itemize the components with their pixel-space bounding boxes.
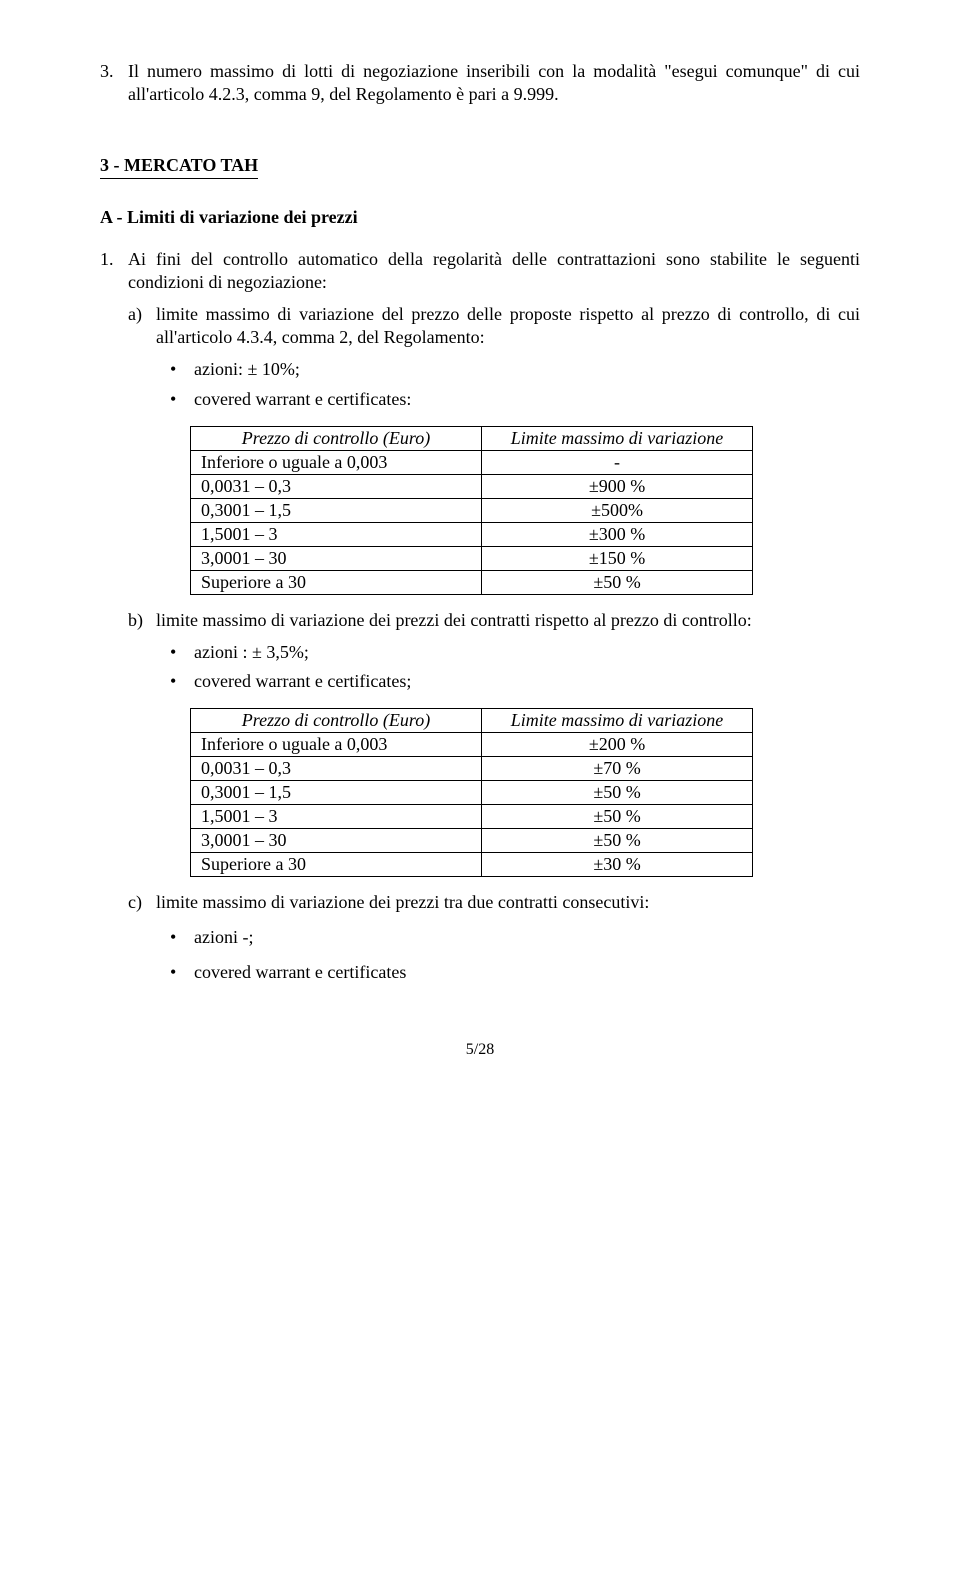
table-row: Superiore a 30±50 % (191, 570, 753, 594)
paragraph-3: 3. Il numero massimo di lotti di negozia… (100, 60, 860, 107)
table-cell: - (482, 450, 753, 474)
table-2-col1-header: Prezzo di controllo (Euro) (191, 709, 482, 733)
sub-a-bullets: •azioni: ± 10%; •covered warrant e certi… (170, 357, 860, 411)
sub-a-bullet-2: covered warrant e certificates: (194, 387, 411, 412)
page-footer: 5/28 (100, 1041, 860, 1059)
section-3-title: 3 - MERCATO TAH (100, 155, 258, 179)
sub-item-a-text: limite massimo di variazione del prezzo … (156, 303, 860, 350)
item-1-number: 1. (100, 248, 128, 295)
sub-item-b-letter: b) (128, 609, 156, 632)
table-row: 0,3001 – 1,5±50 % (191, 781, 753, 805)
sub-c-bullet-2: covered warrant e certificates (194, 960, 406, 985)
table-cell: ±70 % (482, 757, 753, 781)
table-cell: Superiore a 30 (191, 570, 482, 594)
table-cell: ±150 % (482, 546, 753, 570)
table-row: 0,0031 – 0,3±70 % (191, 757, 753, 781)
bullet-icon: • (170, 960, 194, 985)
table-cell: ±300 % (482, 522, 753, 546)
section-3-sub-a-title: A - Limiti di variazione dei prezzi (100, 207, 860, 228)
table-row: 0,3001 – 1,5±500% (191, 498, 753, 522)
bullet-icon: • (170, 357, 194, 382)
para-3-number: 3. (100, 60, 128, 107)
table-cell: 0,3001 – 1,5 (191, 781, 482, 805)
table-1-col2-header: Limite massimo di variazione (482, 426, 753, 450)
sub-item-c-letter: c) (128, 891, 156, 914)
table-row: 3,0001 – 30±50 % (191, 829, 753, 853)
table-cell: ±50 % (482, 781, 753, 805)
bullet-icon: • (170, 925, 194, 950)
sub-item-b-text: limite massimo di variazione dei prezzi … (156, 609, 752, 632)
table-cell: ±900 % (482, 474, 753, 498)
table-row: 1,5001 – 3±300 % (191, 522, 753, 546)
item-1-text: Ai fini del controllo automatico della r… (128, 248, 860, 295)
table-1: Prezzo di controllo (Euro) Limite massim… (190, 426, 753, 595)
table-cell: Superiore a 30 (191, 853, 482, 877)
table-cell: 3,0001 – 30 (191, 546, 482, 570)
table-cell: ±500% (482, 498, 753, 522)
sub-a-bullet-1: azioni: ± 10%; (194, 357, 300, 382)
table-2: Prezzo di controllo (Euro) Limite massim… (190, 708, 753, 877)
table-row: 0,0031 – 0,3±900 % (191, 474, 753, 498)
sub-b-bullet-1: azioni : ± 3,5%; (194, 640, 309, 665)
sub-b-bullets: •azioni : ± 3,5%; •covered warrant e cer… (170, 640, 860, 694)
sub-item-b: b) limite massimo di variazione dei prez… (128, 609, 860, 632)
table-row: Inferiore o uguale a 0,003±200 % (191, 733, 753, 757)
table-cell: 1,5001 – 3 (191, 522, 482, 546)
sub-item-c-text: limite massimo di variazione dei prezzi … (156, 891, 649, 914)
sub-c-bullets: •azioni -; •covered warrant e certificat… (170, 925, 860, 985)
sub-item-a: a) limite massimo di variazione del prez… (128, 303, 860, 350)
table-cell: 3,0001 – 30 (191, 829, 482, 853)
table-cell: ±200 % (482, 733, 753, 757)
sub-item-a-letter: a) (128, 303, 156, 350)
bullet-icon: • (170, 640, 194, 665)
table-row: Inferiore o uguale a 0,003- (191, 450, 753, 474)
item-1: 1. Ai fini del controllo automatico dell… (100, 248, 860, 295)
sub-b-bullet-2: covered warrant e certificates; (194, 669, 411, 694)
table-cell: 1,5001 – 3 (191, 805, 482, 829)
table-cell: ±50 % (482, 829, 753, 853)
bullet-icon: • (170, 387, 194, 412)
table-row: Superiore a 30±30 % (191, 853, 753, 877)
sub-c-bullet-1: azioni -; (194, 925, 253, 950)
table-1-col1-header: Prezzo di controllo (Euro) (191, 426, 482, 450)
table-cell: ±50 % (482, 805, 753, 829)
table-2-col2-header: Limite massimo di variazione (482, 709, 753, 733)
table-row: 3,0001 – 30±150 % (191, 546, 753, 570)
table-cell: 0,3001 – 1,5 (191, 498, 482, 522)
table-cell: 0,0031 – 0,3 (191, 474, 482, 498)
sub-item-c: c) limite massimo di variazione dei prez… (128, 891, 860, 914)
table-cell: Inferiore o uguale a 0,003 (191, 450, 482, 474)
table-row: 1,5001 – 3±50 % (191, 805, 753, 829)
table-cell: ±30 % (482, 853, 753, 877)
bullet-icon: • (170, 669, 194, 694)
table-cell: ±50 % (482, 570, 753, 594)
para-3-text: Il numero massimo di lotti di negoziazio… (128, 60, 860, 107)
table-cell: Inferiore o uguale a 0,003 (191, 733, 482, 757)
table-cell: 0,0031 – 0,3 (191, 757, 482, 781)
